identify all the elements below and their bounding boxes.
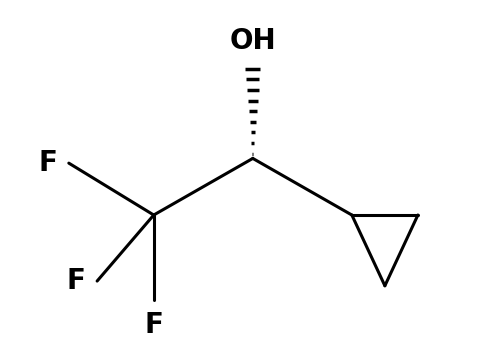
Text: OH: OH (229, 27, 276, 55)
Text: F: F (67, 267, 86, 295)
Text: F: F (39, 149, 57, 177)
Text: F: F (144, 311, 163, 339)
